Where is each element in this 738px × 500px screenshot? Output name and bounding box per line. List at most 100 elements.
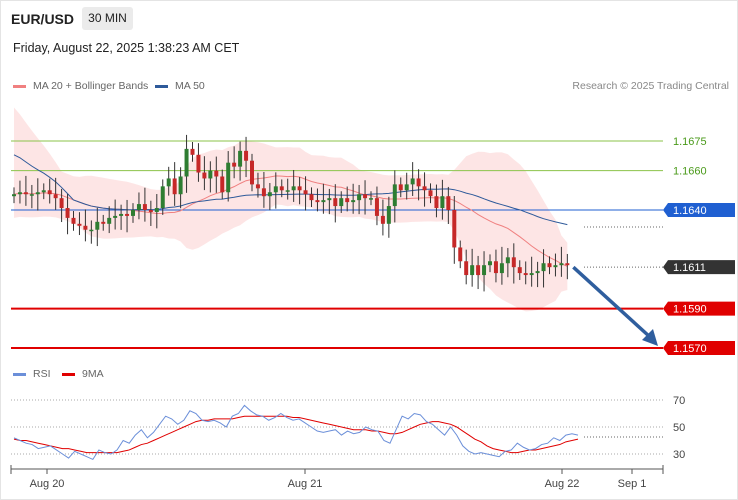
candle-body-44 <box>273 186 278 193</box>
candle-body-36 <box>226 162 231 193</box>
candle-9 <box>65 194 70 235</box>
candle-47 <box>291 169 296 202</box>
candle-body-41 <box>255 184 260 189</box>
candle-21 <box>136 192 141 220</box>
ma50-swatch <box>155 84 168 88</box>
ma50-line <box>13 154 568 226</box>
legend-ma50-label: MA 50 <box>175 80 205 92</box>
forecast-arrow-shaft <box>572 265 652 339</box>
candle-30 <box>190 141 195 162</box>
candle-body-73 <box>446 196 451 210</box>
rsi-swatch <box>13 372 26 376</box>
candle-8 <box>59 188 64 223</box>
candle-39 <box>244 136 249 178</box>
candle-10 <box>71 210 76 231</box>
candle-body-42 <box>261 188 266 197</box>
candle-67 <box>410 162 415 197</box>
candle-body-16 <box>107 217 112 224</box>
candle-14 <box>95 207 100 247</box>
candle-49 <box>303 176 308 211</box>
candle-body-43 <box>267 192 272 197</box>
candle-87 <box>529 256 534 287</box>
candle-16 <box>107 206 112 234</box>
candle-body-13 <box>89 229 94 232</box>
candle-body-17 <box>113 215 118 218</box>
candle-body-3 <box>29 194 34 196</box>
candle-body-49 <box>303 190 308 195</box>
candle-body-88 <box>535 271 540 274</box>
timeframe-badge[interactable]: 30 MIN <box>82 7 133 30</box>
ma9-line <box>13 415 579 454</box>
candle-46 <box>285 178 290 200</box>
candle-19 <box>125 199 130 233</box>
candle-90 <box>547 256 552 275</box>
candle-78 <box>476 255 481 290</box>
candle-43 <box>267 182 272 211</box>
candle-body-89 <box>541 263 546 272</box>
candle-body-24 <box>154 208 159 212</box>
candle-body-47 <box>291 186 296 191</box>
candle-44 <box>273 172 278 209</box>
candle-body-57 <box>351 200 356 203</box>
candle-body-0 <box>12 194 16 197</box>
candle-body-21 <box>136 204 141 210</box>
candle-77 <box>470 248 475 287</box>
candle-body-67 <box>410 178 415 185</box>
candle-11 <box>77 212 82 236</box>
candle-body-59 <box>363 194 368 199</box>
candle-35 <box>220 169 225 200</box>
candle-body-40 <box>250 160 254 185</box>
candle-80 <box>488 254 492 273</box>
candle-0 <box>12 187 16 204</box>
candle-48 <box>297 177 302 205</box>
candle-64 <box>392 170 397 223</box>
candle-body-15 <box>101 221 106 224</box>
candle-body-37 <box>232 162 237 167</box>
candle-body-8 <box>59 198 64 209</box>
candle-body-45 <box>279 186 284 191</box>
candle-body-93 <box>565 263 570 266</box>
candle-4 <box>35 178 40 211</box>
x-label-0: Aug 20 <box>30 478 65 490</box>
candle-7 <box>53 177 58 210</box>
candle-81 <box>493 249 498 283</box>
candle-1 <box>17 180 22 204</box>
candle-body-12 <box>83 225 88 230</box>
candle-28 <box>178 167 183 209</box>
candle-34 <box>214 156 219 193</box>
candle-body-76 <box>464 261 469 276</box>
candle-52 <box>321 183 326 214</box>
candle-73 <box>446 186 451 224</box>
candle-body-46 <box>285 190 290 192</box>
candle-body-19 <box>125 213 130 216</box>
legend-ma50: MA 50 <box>155 80 205 92</box>
candle-body-25 <box>160 186 165 209</box>
current-price-label: 1.1611 <box>673 262 706 274</box>
candle-body-58 <box>357 194 362 201</box>
candle-40 <box>250 153 254 192</box>
candle-body-69 <box>422 186 427 191</box>
candle-60 <box>369 191 373 206</box>
candle-body-85 <box>517 267 522 274</box>
candle-body-32 <box>202 172 207 179</box>
candle-body-33 <box>208 170 213 179</box>
candle-31 <box>196 143 201 182</box>
rsi-tick-50: 50 <box>673 422 685 434</box>
candle-85 <box>517 260 522 280</box>
instrument-title: EUR/USD <box>11 11 75 27</box>
legend-ma20-label: MA 20 + Bollinger Bands <box>33 80 149 92</box>
candle-71 <box>434 184 439 218</box>
candle-69 <box>422 172 427 207</box>
candle-20 <box>131 203 135 223</box>
candle-body-53 <box>327 198 332 201</box>
candle-body-55 <box>339 198 344 207</box>
candle-56 <box>345 186 350 212</box>
candle-body-82 <box>499 263 504 274</box>
candle-body-75 <box>458 247 463 262</box>
candle-body-63 <box>386 206 391 224</box>
candle-42 <box>261 171 266 208</box>
legend-ma9: 9MA <box>62 368 104 380</box>
candle-body-56 <box>345 198 350 203</box>
candle-body-11 <box>77 223 82 226</box>
